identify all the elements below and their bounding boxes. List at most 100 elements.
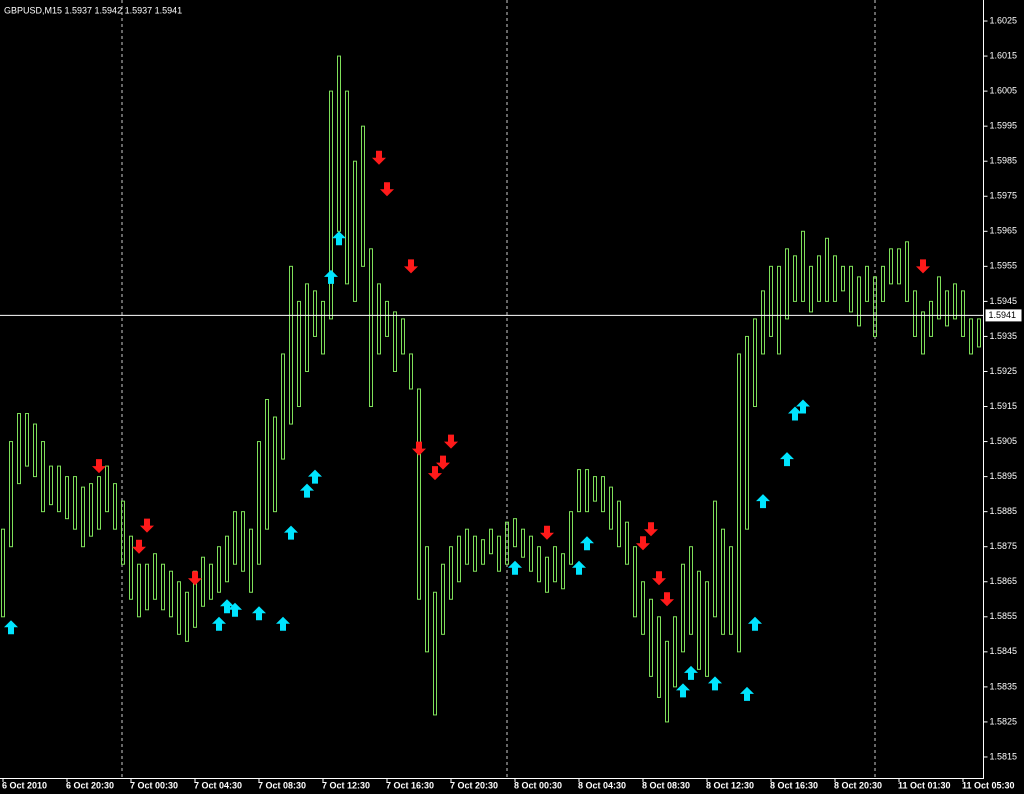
price-bar xyxy=(161,563,165,611)
buy-arrow xyxy=(324,269,338,284)
buy-arrow xyxy=(4,620,18,635)
price-bar xyxy=(577,469,581,513)
x-tick-label: 11 Oct 01:30 xyxy=(898,780,951,790)
price-bar xyxy=(433,591,437,716)
price-bar xyxy=(385,300,389,337)
price-bar xyxy=(273,416,277,513)
price-bar xyxy=(97,476,101,530)
price-bar xyxy=(329,90,333,320)
sell-arrow xyxy=(92,459,106,474)
price-bar xyxy=(393,311,397,372)
price-bar xyxy=(641,581,645,635)
sell-arrow xyxy=(444,434,458,449)
price-bar xyxy=(769,265,773,337)
price-bar xyxy=(785,248,789,320)
price-bar xyxy=(257,441,261,565)
price-bar xyxy=(401,318,405,355)
price-bar xyxy=(761,290,765,355)
sell-arrow xyxy=(404,259,418,274)
x-tick-label: 7 Oct 16:30 xyxy=(386,780,434,790)
price-bar xyxy=(969,318,973,355)
price-bar xyxy=(721,528,725,635)
price-bar xyxy=(409,353,413,390)
price-bar xyxy=(321,300,325,355)
x-tick-label: 7 Oct 00:30 xyxy=(130,780,178,790)
price-bar xyxy=(489,528,493,555)
price-bar xyxy=(833,255,837,302)
x-tick-label: 7 Oct 12:30 xyxy=(322,780,370,790)
x-tick-label: 8 Oct 08:30 xyxy=(642,780,690,790)
y-tick-label: 1.5955 xyxy=(990,261,1018,271)
y-tick-label: 1.5815 xyxy=(990,751,1018,761)
price-bar xyxy=(41,441,45,513)
buy-arrow xyxy=(748,616,762,631)
price-bar xyxy=(945,290,949,327)
price-bar xyxy=(225,535,229,583)
buy-arrow xyxy=(756,494,770,509)
price-bar xyxy=(513,518,517,548)
y-tick-label: 1.5845 xyxy=(990,646,1018,656)
price-bar xyxy=(497,535,501,572)
buy-arrow xyxy=(220,599,234,614)
price-bar xyxy=(113,483,117,530)
y-tick-label: 1.5855 xyxy=(990,611,1018,621)
sell-arrow xyxy=(540,525,554,540)
buy-arrow xyxy=(284,525,298,540)
buy-arrow xyxy=(252,606,266,621)
price-bar xyxy=(809,265,813,313)
price-bar xyxy=(49,465,53,506)
sell-arrow xyxy=(380,182,394,197)
sell-arrow xyxy=(636,536,650,551)
price-bar xyxy=(873,276,877,337)
price-bar xyxy=(729,546,733,635)
y-tick-label: 1.5835 xyxy=(990,681,1018,691)
price-bar xyxy=(961,290,965,337)
price-bar xyxy=(737,353,741,653)
sell-arrow xyxy=(140,518,154,533)
price-bar xyxy=(1,528,5,618)
price-bar xyxy=(185,591,189,642)
y-tick-label: 1.5885 xyxy=(990,506,1018,516)
price-bar xyxy=(505,521,509,565)
x-tick-label: 8 Oct 04:30 xyxy=(578,780,626,790)
price-bar xyxy=(937,276,941,320)
price-bar xyxy=(121,500,125,565)
buy-arrow xyxy=(508,560,522,575)
x-tick-label: 7 Oct 08:30 xyxy=(258,780,306,790)
price-bar xyxy=(817,255,821,302)
price-bar xyxy=(281,353,285,460)
price-bar xyxy=(305,283,309,372)
price-bar xyxy=(129,535,133,600)
price-bar xyxy=(561,553,565,590)
price-bar xyxy=(217,546,221,593)
buy-arrow xyxy=(796,399,810,414)
price-bar xyxy=(801,230,805,302)
sell-arrow xyxy=(652,571,666,586)
price-bar xyxy=(905,241,909,302)
price-bar xyxy=(465,528,469,565)
price-bar xyxy=(745,335,749,530)
price-bar xyxy=(9,441,13,548)
buy-arrow xyxy=(332,231,346,246)
sell-arrow xyxy=(436,455,450,470)
price-bar xyxy=(105,465,109,513)
price-bar xyxy=(25,413,29,467)
price-bar xyxy=(929,300,933,337)
x-tick-label: 6 Oct 2010 xyxy=(2,780,47,790)
price-bar xyxy=(713,500,717,618)
price-bar xyxy=(33,423,37,478)
sell-arrow xyxy=(412,441,426,456)
price-bar xyxy=(377,283,381,355)
price-bar xyxy=(521,528,525,558)
price-bar xyxy=(913,290,917,337)
price-bar xyxy=(921,311,925,355)
y-tick-label: 1.5925 xyxy=(990,366,1018,376)
x-tick-label: 7 Oct 04:30 xyxy=(194,780,242,790)
price-bar xyxy=(177,581,181,635)
price-bar xyxy=(689,546,693,635)
price-bar xyxy=(665,640,669,723)
buy-arrow xyxy=(572,560,586,575)
price-bar xyxy=(289,265,293,425)
